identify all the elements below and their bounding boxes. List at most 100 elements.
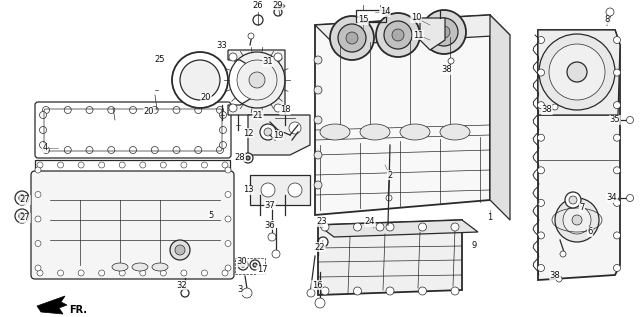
- Circle shape: [129, 146, 136, 153]
- Circle shape: [78, 270, 84, 276]
- Ellipse shape: [400, 124, 430, 140]
- Circle shape: [220, 126, 227, 133]
- Circle shape: [140, 162, 146, 168]
- Circle shape: [614, 102, 621, 109]
- Circle shape: [538, 232, 545, 239]
- Circle shape: [181, 162, 187, 168]
- Text: 18: 18: [280, 106, 291, 114]
- Text: 37: 37: [264, 200, 275, 210]
- Circle shape: [195, 107, 202, 113]
- Polygon shape: [538, 30, 620, 115]
- Circle shape: [172, 52, 228, 108]
- Text: 27: 27: [20, 214, 30, 223]
- Circle shape: [202, 270, 207, 276]
- Circle shape: [538, 199, 545, 206]
- Circle shape: [195, 146, 202, 153]
- Circle shape: [538, 102, 545, 109]
- Text: 34: 34: [607, 193, 618, 203]
- Polygon shape: [35, 160, 230, 175]
- Circle shape: [86, 146, 93, 153]
- Circle shape: [565, 192, 581, 208]
- Text: 38: 38: [550, 270, 561, 280]
- Circle shape: [37, 162, 43, 168]
- Text: 3: 3: [237, 286, 243, 294]
- Circle shape: [606, 8, 614, 16]
- Circle shape: [99, 270, 105, 276]
- Circle shape: [229, 53, 237, 61]
- Circle shape: [222, 162, 228, 168]
- Circle shape: [376, 13, 420, 57]
- Circle shape: [314, 86, 322, 94]
- Text: 21: 21: [253, 111, 263, 120]
- Text: 1: 1: [488, 214, 493, 223]
- Circle shape: [314, 181, 322, 189]
- Circle shape: [614, 199, 621, 206]
- Circle shape: [627, 195, 634, 202]
- Circle shape: [563, 206, 591, 234]
- Circle shape: [560, 251, 566, 257]
- Text: 36: 36: [264, 221, 275, 230]
- Circle shape: [42, 107, 49, 113]
- Text: 38: 38: [442, 66, 452, 74]
- Text: 25: 25: [155, 55, 165, 64]
- Circle shape: [173, 146, 180, 153]
- Text: 7: 7: [579, 204, 585, 212]
- Circle shape: [225, 216, 231, 222]
- Circle shape: [35, 265, 41, 271]
- Text: 15: 15: [358, 16, 368, 24]
- Circle shape: [78, 162, 84, 168]
- Circle shape: [37, 270, 43, 276]
- Circle shape: [451, 223, 459, 231]
- Bar: [235, 258, 265, 274]
- Circle shape: [614, 36, 621, 43]
- Text: 10: 10: [411, 14, 421, 23]
- Circle shape: [330, 16, 374, 60]
- Circle shape: [314, 56, 322, 64]
- Text: 33: 33: [216, 41, 227, 49]
- Ellipse shape: [132, 263, 148, 271]
- Text: 30: 30: [237, 257, 247, 267]
- Circle shape: [173, 107, 180, 113]
- Circle shape: [225, 167, 231, 173]
- Circle shape: [140, 270, 146, 276]
- Circle shape: [64, 107, 71, 113]
- Circle shape: [40, 141, 47, 148]
- Circle shape: [386, 195, 392, 201]
- Circle shape: [119, 162, 125, 168]
- Circle shape: [419, 223, 426, 231]
- Circle shape: [314, 116, 322, 124]
- Circle shape: [260, 124, 276, 140]
- Circle shape: [225, 265, 231, 271]
- Circle shape: [58, 270, 63, 276]
- Circle shape: [261, 183, 275, 197]
- Text: FR.: FR.: [69, 305, 87, 315]
- Ellipse shape: [152, 263, 168, 271]
- Circle shape: [175, 245, 185, 255]
- Circle shape: [376, 223, 384, 231]
- Text: 16: 16: [312, 281, 323, 289]
- Circle shape: [35, 167, 41, 173]
- Circle shape: [538, 69, 545, 76]
- Circle shape: [151, 107, 158, 113]
- Text: 20: 20: [144, 107, 154, 117]
- Text: 38: 38: [541, 106, 552, 114]
- Ellipse shape: [112, 263, 128, 271]
- Circle shape: [253, 263, 257, 267]
- Circle shape: [241, 263, 245, 267]
- Circle shape: [225, 191, 231, 197]
- Circle shape: [216, 107, 223, 113]
- Circle shape: [15, 191, 29, 205]
- Text: 26: 26: [253, 1, 263, 10]
- Circle shape: [346, 32, 358, 44]
- Circle shape: [35, 216, 41, 222]
- Text: 29: 29: [273, 1, 284, 10]
- Circle shape: [386, 223, 394, 231]
- Text: 19: 19: [273, 131, 284, 139]
- Polygon shape: [318, 220, 462, 295]
- Text: 2: 2: [387, 171, 392, 179]
- Circle shape: [288, 183, 302, 197]
- Circle shape: [15, 209, 29, 223]
- Text: 22: 22: [315, 243, 325, 251]
- Circle shape: [19, 195, 25, 201]
- Text: 27: 27: [20, 196, 30, 204]
